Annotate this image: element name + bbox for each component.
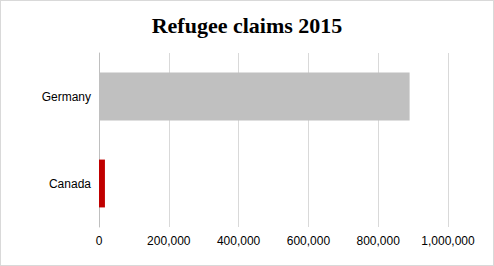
svg-text:600,000: 600,000 <box>287 234 331 248</box>
svg-text:0: 0 <box>96 234 103 248</box>
svg-text:800,000: 800,000 <box>357 234 401 248</box>
svg-text:200,000: 200,000 <box>147 234 191 248</box>
svg-text:Canada: Canada <box>49 177 91 191</box>
svg-text:Refugee claims 2015: Refugee claims 2015 <box>152 13 343 38</box>
svg-text:1,000,000: 1,000,000 <box>421 234 475 248</box>
svg-text:Germany: Germany <box>42 90 91 104</box>
svg-text:400,000: 400,000 <box>217 234 261 248</box>
